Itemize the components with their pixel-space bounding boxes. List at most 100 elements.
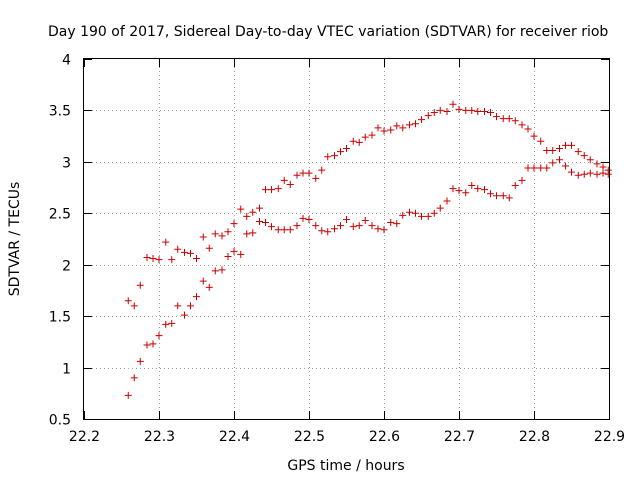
- data-point-lower: [418, 212, 425, 220]
- data-point-upper: [262, 186, 269, 194]
- data-point-lower: [393, 220, 401, 228]
- data-point-upper: [199, 233, 207, 241]
- x-tick-label: 22.7: [444, 429, 475, 445]
- data-point-upper: [318, 166, 326, 174]
- data-point-upper: [568, 141, 575, 149]
- data-point-upper: [387, 126, 395, 134]
- data-point-upper: [130, 302, 138, 310]
- data-point-upper: [237, 205, 245, 213]
- data-point-upper: [562, 141, 569, 149]
- data-point-upper: [580, 152, 588, 160]
- data-point-lower: [355, 222, 363, 230]
- data-point-lower: [368, 222, 376, 230]
- data-point-lower: [424, 212, 432, 220]
- data-point-upper: [174, 245, 182, 253]
- data-point-upper: [537, 137, 545, 145]
- data-point-lower: [449, 185, 457, 193]
- data-point-lower: [549, 159, 557, 167]
- data-point-upper: [268, 186, 275, 194]
- data-point-upper: [293, 171, 301, 179]
- data-point-lower: [299, 214, 307, 222]
- data-point-lower: [499, 192, 507, 200]
- data-point-lower: [286, 226, 294, 234]
- data-point-upper: [493, 113, 500, 121]
- data-point-lower: [537, 164, 545, 172]
- data-point-lower: [224, 252, 232, 260]
- data-point-upper: [574, 148, 582, 156]
- data-point-lower: [205, 283, 213, 291]
- data-point-upper: [374, 124, 382, 132]
- data-point-upper: [556, 144, 563, 152]
- data-point-lower: [218, 266, 226, 274]
- data-point-upper: [449, 100, 457, 108]
- data-point-lower: [149, 340, 157, 348]
- data-point-lower: [199, 277, 207, 285]
- data-point-lower: [312, 222, 320, 230]
- data-point-upper: [331, 152, 338, 160]
- x-tick-label: 22.5: [294, 429, 325, 445]
- data-point-lower: [543, 164, 551, 172]
- data-point-lower: [580, 170, 588, 178]
- data-point-lower: [168, 319, 176, 327]
- x-axis-label: GPS time / hours: [287, 458, 404, 474]
- data-point-lower: [193, 293, 200, 301]
- data-point-upper: [418, 116, 425, 124]
- data-point-upper: [511, 117, 519, 125]
- data-point-upper: [286, 180, 294, 188]
- chart-title: Day 190 of 2017, Sidereal Day-to-day VTE…: [48, 24, 608, 40]
- data-point-lower: [349, 223, 357, 231]
- data-point-upper: [162, 238, 170, 246]
- data-point-upper: [143, 254, 151, 262]
- y-tick-label: 3.5: [49, 104, 71, 120]
- data-point-upper: [193, 255, 200, 263]
- data-point-lower: [243, 230, 251, 238]
- data-point-upper: [462, 106, 470, 114]
- data-point-lower: [443, 197, 451, 205]
- y-tick-label: 1.5: [49, 310, 71, 326]
- data-point-lower: [511, 182, 519, 190]
- data-point-lower: [374, 225, 382, 233]
- x-tick-label: 22.6: [369, 429, 400, 445]
- data-point-upper: [380, 127, 388, 135]
- data-point-lower: [436, 204, 444, 212]
- data-point-lower: [249, 229, 257, 237]
- data-point-lower: [256, 218, 263, 226]
- data-point-upper: [299, 169, 307, 177]
- data-point-upper: [406, 121, 413, 129]
- data-point-upper: [181, 248, 188, 256]
- data-point-lower: [130, 374, 138, 382]
- data-point-lower: [230, 247, 238, 255]
- data-point-lower: [343, 215, 350, 223]
- data-point-lower: [487, 190, 494, 198]
- data-point-lower: [274, 226, 282, 234]
- data-point-upper: [168, 256, 176, 264]
- data-point-upper: [543, 147, 551, 155]
- data-point-lower: [399, 211, 407, 219]
- data-point-lower: [262, 219, 269, 227]
- data-point-lower: [136, 357, 144, 365]
- x-tick-label: 22.9: [594, 429, 625, 445]
- x-tick-label: 22.3: [144, 429, 175, 445]
- data-point-upper: [136, 281, 144, 289]
- data-point-lower: [337, 222, 344, 230]
- data-point-upper: [505, 115, 513, 123]
- data-point-lower: [174, 302, 182, 310]
- data-point-upper: [424, 112, 432, 120]
- data-point-lower: [162, 320, 170, 328]
- data-point-lower: [324, 228, 332, 236]
- data-point-upper: [211, 230, 219, 238]
- data-point-upper: [256, 204, 263, 212]
- data-point-lower: [293, 222, 301, 230]
- y-tick-label: 3: [62, 156, 71, 172]
- y-tick-label: 4: [62, 53, 71, 69]
- data-point-lower: [562, 162, 569, 170]
- data-point-upper: [205, 244, 213, 252]
- data-point-upper: [412, 120, 419, 128]
- data-point-upper: [124, 297, 132, 305]
- data-point-upper: [218, 232, 226, 240]
- data-point-upper: [274, 185, 282, 193]
- data-points: [124, 100, 612, 399]
- y-tick-label: 0.5: [49, 413, 71, 429]
- data-point-lower: [268, 223, 275, 231]
